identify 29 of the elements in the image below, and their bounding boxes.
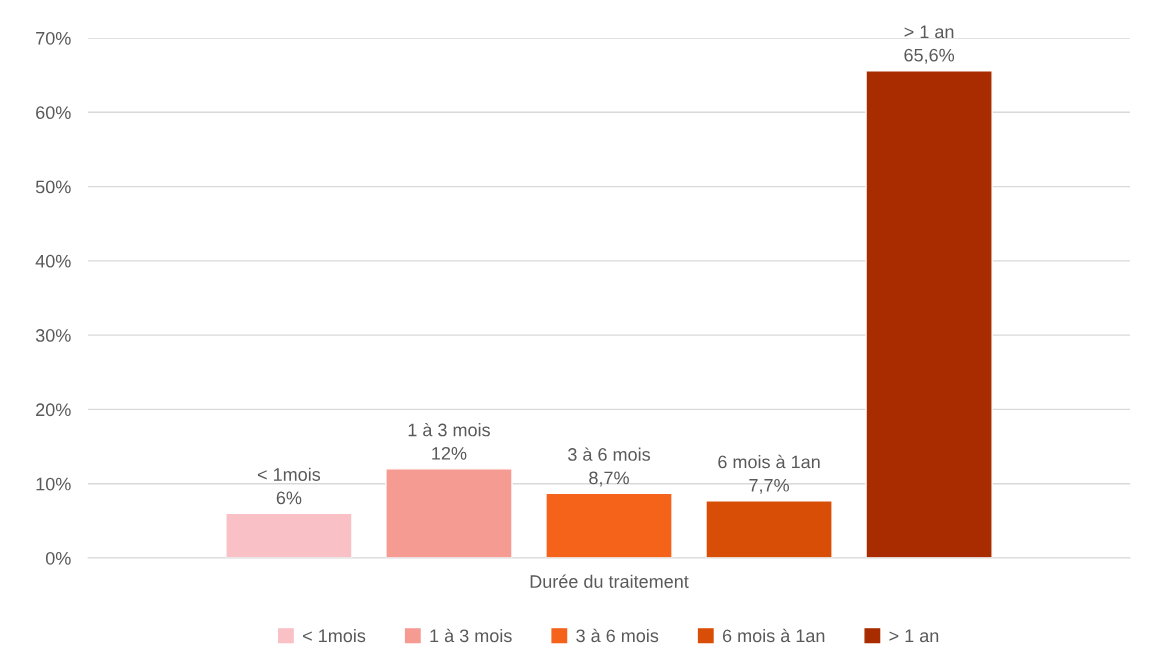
bar bbox=[385, 468, 513, 558]
y-tick-label: 40% bbox=[35, 254, 71, 268]
data-label: 7,7% bbox=[749, 478, 789, 494]
bar bbox=[705, 500, 833, 558]
data-label: 8,7% bbox=[589, 471, 629, 487]
legend-label: 3 à 6 mois bbox=[576, 628, 659, 643]
legend-label: < 1mois bbox=[303, 628, 366, 643]
bar bbox=[545, 492, 673, 558]
y-tick-label: 70% bbox=[36, 31, 71, 45]
y-tick-label: 10% bbox=[36, 477, 71, 491]
bar bbox=[225, 512, 353, 558]
legend-label: 6 mois à 1an bbox=[722, 628, 825, 643]
data-label: 12% bbox=[432, 446, 467, 460]
legend-label: > 1 an bbox=[889, 629, 939, 643]
text: 1 à 3 mois bbox=[408, 422, 490, 437]
y-tick-label: 20% bbox=[36, 403, 71, 417]
bar bbox=[865, 69, 993, 558]
text: < 1mois bbox=[257, 467, 321, 481]
legend-label: 1 à 3 mois bbox=[430, 628, 512, 643]
y-tick-label: 50% bbox=[35, 180, 71, 194]
text: 6 mois à 1an bbox=[718, 454, 820, 469]
data-label: 65,6% bbox=[904, 48, 955, 64]
x-tick-label: Durée du traitement bbox=[530, 574, 689, 588]
text: 3 à 6 mois bbox=[568, 447, 650, 461]
data-label: 6% bbox=[276, 491, 302, 505]
y-tick-label: 60% bbox=[36, 106, 71, 120]
y-tick-label: 0% bbox=[45, 551, 71, 565]
y-tick-label: 30% bbox=[35, 329, 71, 342]
text: > 1 an bbox=[904, 25, 954, 39]
